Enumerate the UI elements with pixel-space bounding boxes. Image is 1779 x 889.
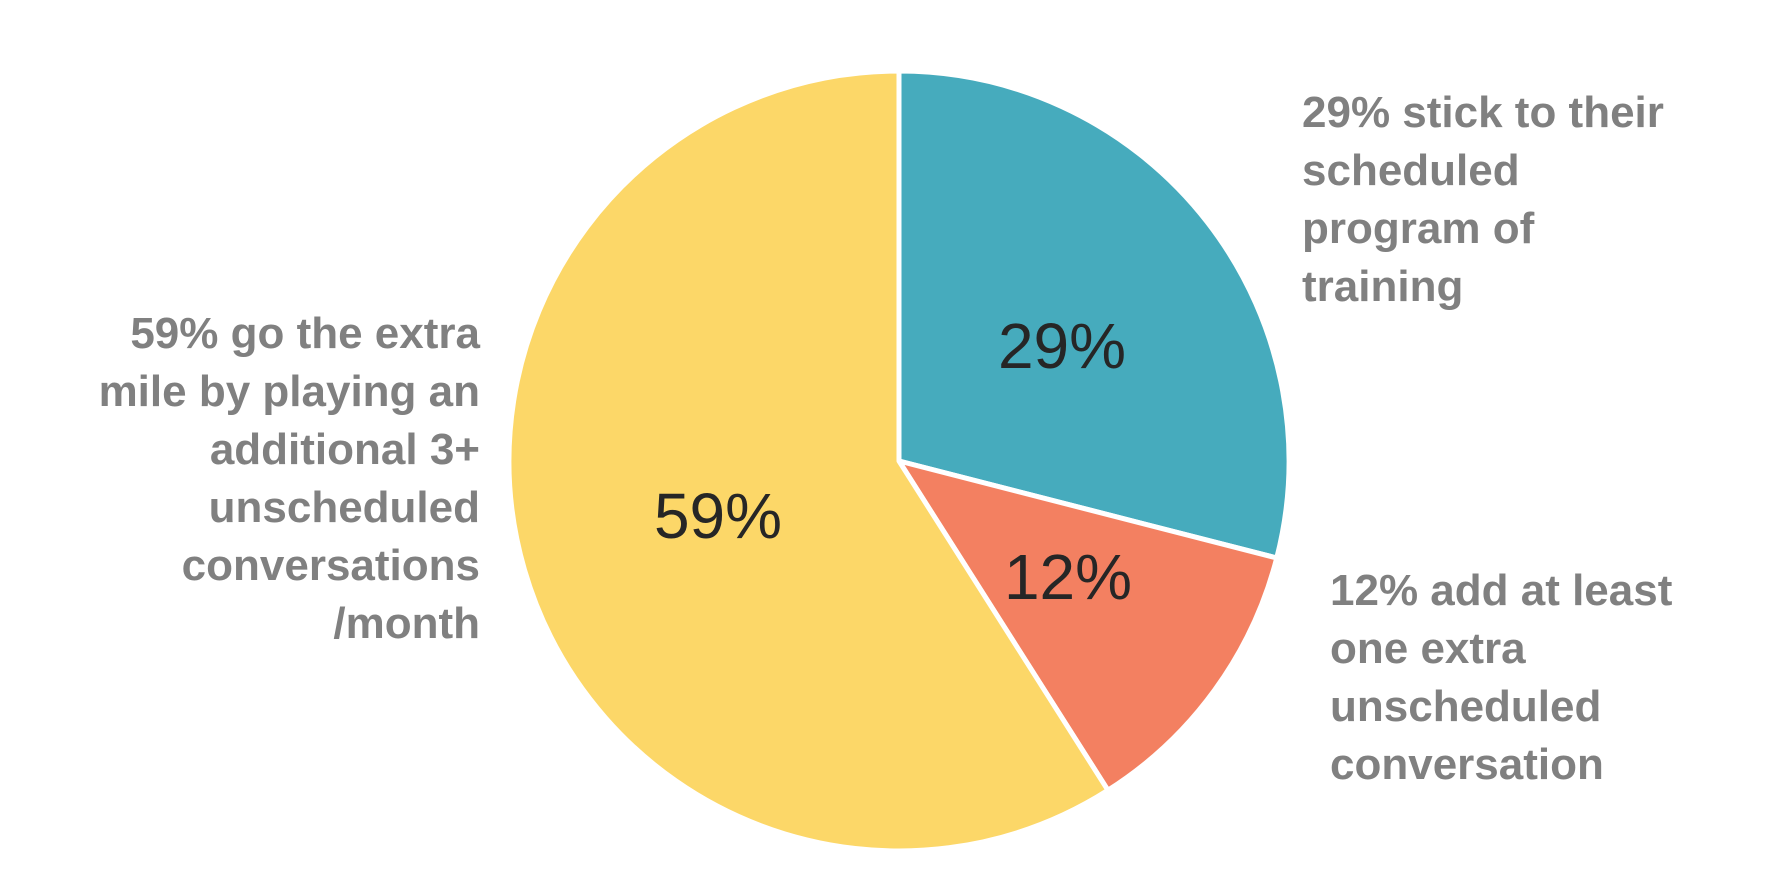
data-label-12: 12%	[1004, 541, 1132, 613]
callout-59-percent: 59% go the extra mile by playing an addi…	[98, 309, 480, 648]
data-label-29: 29%	[998, 310, 1126, 382]
pie-slice-12	[896, 458, 1280, 793]
callout-29-percent: 29% stick to their scheduled program of …	[1302, 88, 1664, 311]
pie-slice-29	[896, 68, 1292, 561]
pie-slice-59	[506, 68, 1111, 854]
data-label-59: 59%	[654, 480, 782, 552]
callout-12-percent: 12% add at least one extra unscheduled c…	[1330, 566, 1673, 789]
